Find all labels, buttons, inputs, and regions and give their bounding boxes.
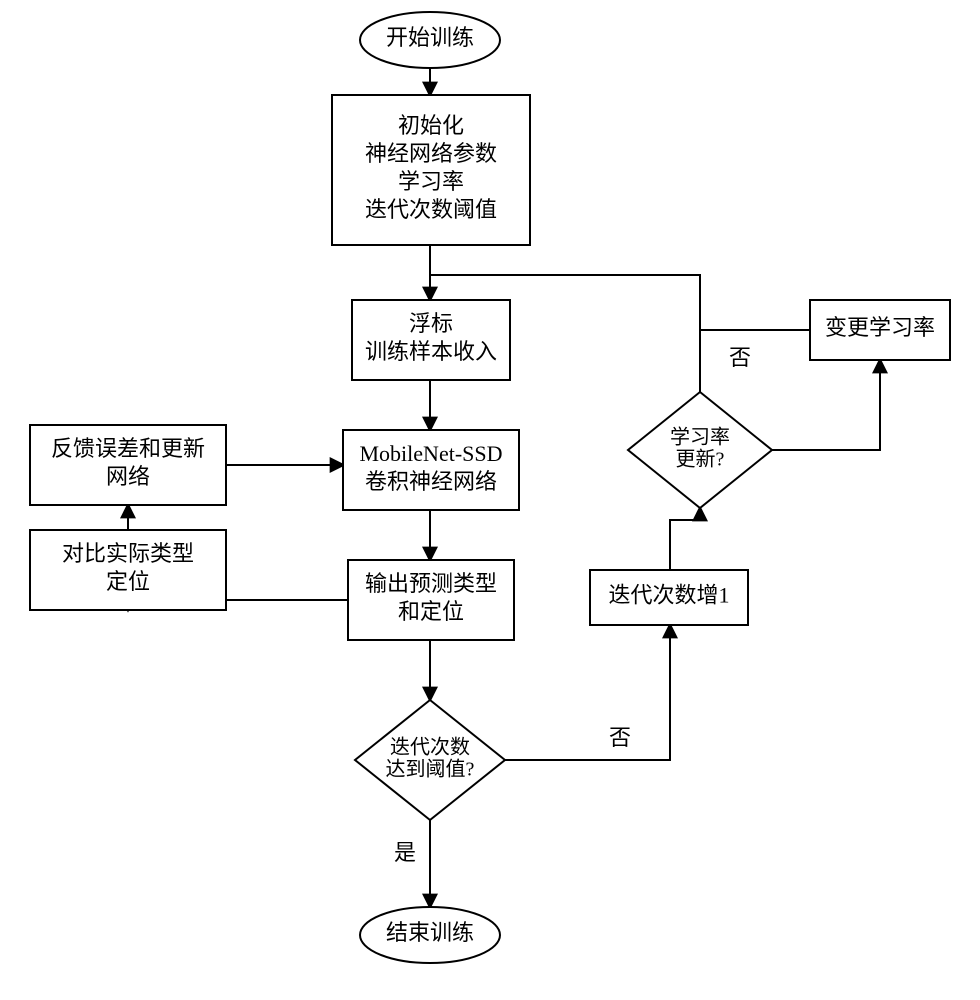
svg-text:学习率: 学习率 xyxy=(398,169,464,194)
svg-text:输出预测类型: 输出预测类型 xyxy=(365,571,497,596)
svg-text:对比实际类型: 对比实际类型 xyxy=(62,541,194,566)
svg-text:神经网络参数: 神经网络参数 xyxy=(365,141,497,166)
edge-label: 否 xyxy=(609,725,631,750)
edge-label: 是 xyxy=(394,840,416,865)
svg-text:浮标: 浮标 xyxy=(409,311,453,336)
svg-text:MobileNet-SSD: MobileNet-SSD xyxy=(360,441,503,466)
svg-text:迭代次数增1: 迭代次数增1 xyxy=(608,583,729,608)
edge xyxy=(670,508,700,570)
edge xyxy=(505,625,670,760)
svg-text:结束训练: 结束训练 xyxy=(386,920,474,945)
flowchart-canvas: 开始训练初始化神经网络参数学习率迭代次数阈值浮标训练样本收入MobileNet-… xyxy=(0,0,980,1000)
svg-text:定位: 定位 xyxy=(106,569,150,594)
svg-text:卷积神经网络: 卷积神经网络 xyxy=(365,469,497,494)
svg-text:达到阈值?: 达到阈值? xyxy=(386,758,475,781)
svg-text:迭代次数: 迭代次数 xyxy=(390,736,470,759)
edge xyxy=(772,360,880,450)
svg-text:开始训练: 开始训练 xyxy=(386,25,474,50)
svg-text:网络: 网络 xyxy=(106,464,150,489)
svg-text:变更学习率: 变更学习率 xyxy=(825,315,935,340)
svg-text:学习率: 学习率 xyxy=(670,426,730,449)
svg-text:反馈误差和更新: 反馈误差和更新 xyxy=(51,436,205,461)
svg-text:初始化: 初始化 xyxy=(398,113,464,138)
edge-label: 否 xyxy=(729,345,751,370)
svg-text:训练样本收入: 训练样本收入 xyxy=(365,339,497,364)
svg-text:和定位: 和定位 xyxy=(398,599,464,624)
svg-text:迭代次数阈值: 迭代次数阈值 xyxy=(365,197,497,222)
svg-text:更新?: 更新? xyxy=(676,448,725,471)
